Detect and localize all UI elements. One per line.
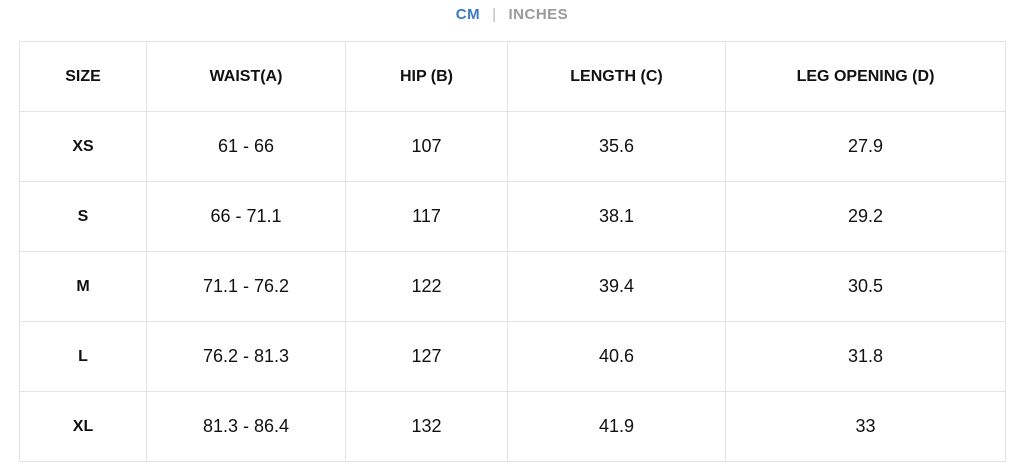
table-cell: 33	[725, 391, 1006, 462]
unit-inches[interactable]: INCHES	[508, 6, 569, 23]
size-cell: XL	[19, 391, 147, 462]
table-cell: 41.9	[507, 391, 726, 462]
header-cell: LEG OPENING (D)	[725, 41, 1006, 112]
table-cell: 132	[345, 391, 508, 462]
table-cell: 61 - 66	[146, 111, 346, 182]
table-cell: 30.5	[725, 251, 1006, 322]
table-cell: 66 - 71.1	[146, 181, 346, 252]
table-cell: 27.9	[725, 111, 1006, 182]
table-cell: 81.3 - 86.4	[146, 391, 346, 462]
table-cell: 35.6	[507, 111, 726, 182]
table-cell: 39.4	[507, 251, 726, 322]
table-row: S 66 - 71.1 117 38.1 29.2	[19, 181, 1006, 252]
table-cell: 71.1 - 76.2	[146, 251, 346, 322]
table-cell: 122	[345, 251, 508, 322]
header-cell: WAIST(A)	[146, 41, 346, 112]
table-cell: 38.1	[507, 181, 726, 252]
table-cell: 117	[345, 181, 508, 252]
header-cell: SIZE	[19, 41, 147, 112]
header-row: SIZE WAIST(A) HIP (B) LENGTH (C) LEG OPENING…	[19, 41, 1006, 112]
size-cell: S	[19, 181, 147, 252]
separator: |	[492, 6, 497, 23]
table-cell: 31.8	[725, 321, 1006, 392]
size-table: SIZE WAIST(A) HIP (B) LENGTH (C) LEG OPENING…	[19, 41, 1006, 462]
table-cell: 40.6	[507, 321, 726, 392]
table-row: M 71.1 - 76.2 122 39.4 30.5	[19, 251, 1006, 322]
header-cell: HIP (B)	[345, 41, 508, 112]
table-row: XL 81.3 - 86.4 132 41.9 33	[19, 391, 1006, 462]
header-cell: LENGTH (C)	[507, 41, 726, 112]
table-row: XS 61 - 66 107 35.6 27.9	[19, 111, 1006, 182]
size-cell: M	[19, 251, 147, 322]
unit-cm[interactable]: CM	[455, 6, 481, 23]
unit-toggle: CM | INCHES	[0, 6, 1024, 23]
size-cell: XS	[19, 111, 147, 182]
table-cell: 76.2 - 81.3	[146, 321, 346, 392]
table-row: L 76.2 - 81.3 127 40.6 31.8	[19, 321, 1006, 392]
table-cell: 29.2	[725, 181, 1006, 252]
table-cell: 127	[345, 321, 508, 392]
table-cell: 107	[345, 111, 508, 182]
size-cell: L	[19, 321, 147, 392]
